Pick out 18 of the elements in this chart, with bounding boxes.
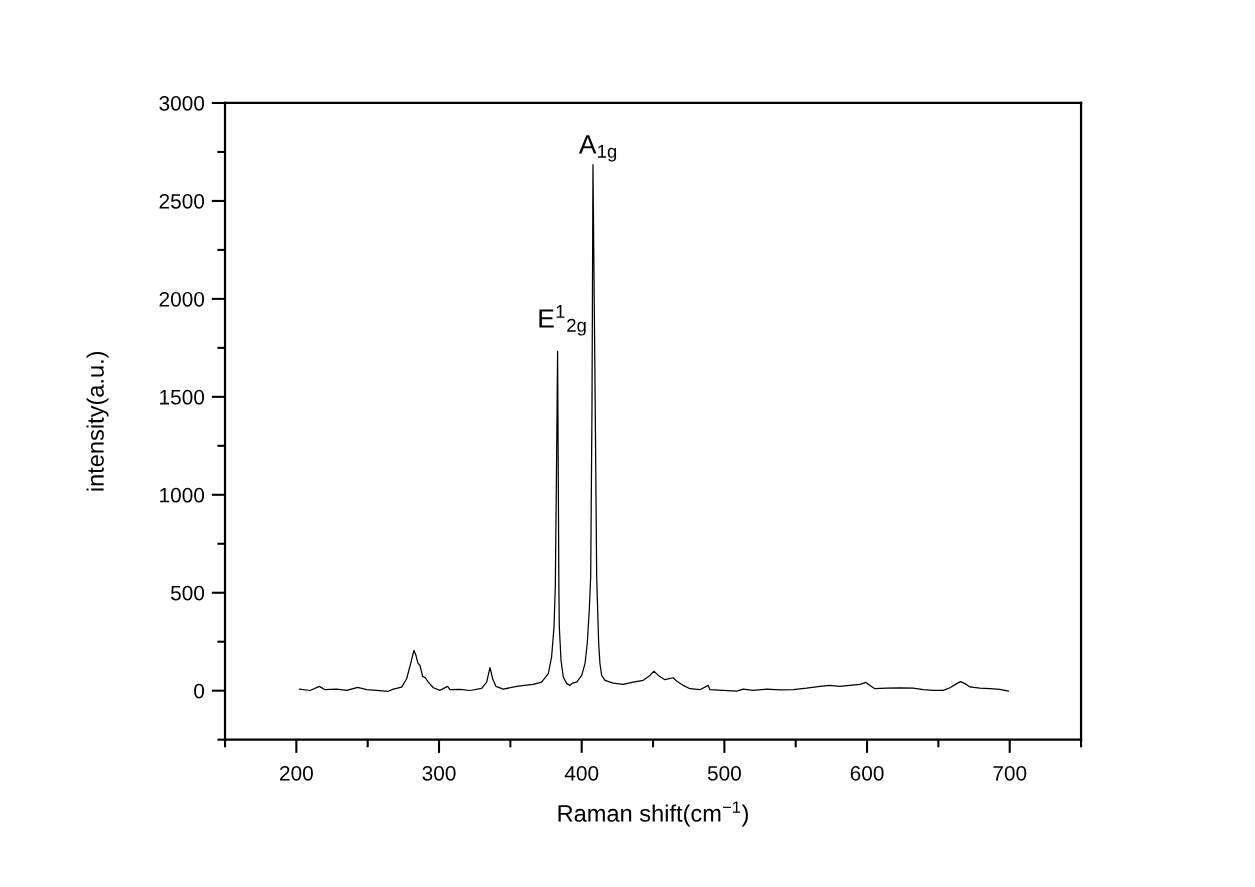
y-tick-label: 0 (194, 683, 205, 699)
x-tick-label: 300 (422, 765, 456, 781)
x-tick-label: 600 (850, 765, 884, 781)
y-axis-title: intensity(a.u.) (86, 351, 109, 491)
x-tick-label: 700 (993, 765, 1027, 781)
y-tick-label: 2000 (159, 291, 205, 307)
x-tick-label: 200 (280, 765, 313, 781)
y-tick-label: 1000 (160, 487, 205, 503)
x-axis-title: Raman shift(cm$^{−1}$) (558, 801, 748, 827)
x-tick-label: 400 (564, 765, 599, 781)
y-tick-label: 500 (170, 585, 205, 601)
line-series (298, 164, 1010, 692)
annotation: E$^{1}$$_{2g}$ (539, 305, 586, 336)
y-tick-label: 1500 (160, 389, 205, 405)
x-tick-label: 500 (707, 765, 741, 781)
y-tick-label: 3000 (159, 95, 205, 111)
annotation: A$_{1g}$ (578, 135, 617, 162)
y-tick-label: 2500 (159, 193, 205, 209)
